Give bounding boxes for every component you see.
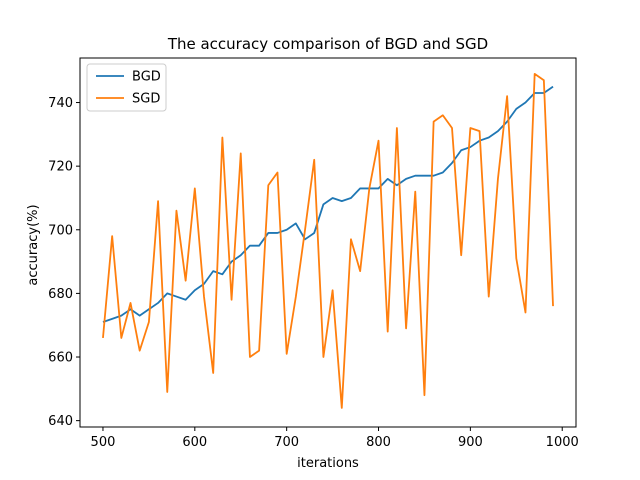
y-axis-label: accuracy(%) (26, 204, 41, 285)
plot-area: 500 600 700 800 900 1000 640 660 680 700 720 740 (48, 57, 579, 450)
x-tick-label: 800 (366, 435, 391, 450)
y-tick-label: 640 (48, 414, 73, 429)
y-tick-label: 720 (48, 160, 73, 175)
x-tick-label: 500 (91, 435, 116, 450)
y-tick-label: 680 (48, 287, 73, 302)
y-tick-label: 740 (48, 96, 73, 111)
chart-title: The accuracy comparison of BGD and SGD (167, 35, 488, 53)
y-tick-label: 660 (48, 351, 73, 366)
x-tick-label: 1000 (546, 435, 579, 450)
legend-label-sgd: SGD (132, 92, 160, 107)
x-axis-label: iterations (297, 456, 359, 471)
x-tick-label: 700 (274, 435, 299, 450)
legend-label-bgd: BGD (132, 70, 161, 85)
legend: BGD SGD (86, 63, 167, 112)
x-tick-label: 600 (182, 435, 207, 450)
series-line-sgd (102, 73, 554, 409)
x-tick-label: 900 (458, 435, 483, 450)
y-tick-label: 700 (48, 223, 73, 238)
series-line-bgd (102, 85, 554, 323)
axes-frame (79, 57, 577, 428)
